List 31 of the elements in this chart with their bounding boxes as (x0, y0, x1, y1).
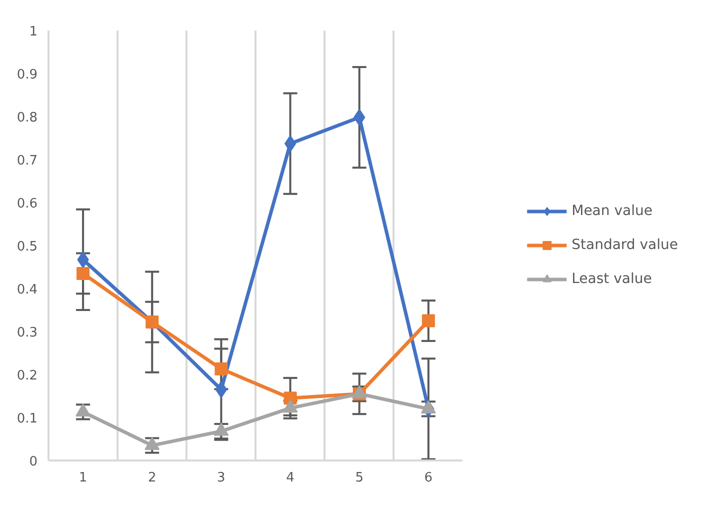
point (420, 400, 436, 414)
y-tick-label: 0.1 (16, 412, 38, 426)
point (144, 436, 160, 450)
point (284, 392, 297, 405)
point (76, 403, 91, 416)
x-tick-label: 6 (424, 470, 433, 486)
point (282, 399, 298, 413)
y-tick-label: 0.3 (16, 326, 38, 340)
y-tick-label: 0.2 (16, 368, 38, 384)
y-tick-label: 0.6 (16, 196, 38, 212)
point (284, 135, 296, 152)
y-tick-label: 0.9 (16, 68, 38, 82)
y-tick-label: 0.4 (16, 282, 38, 298)
point (214, 422, 229, 436)
y-tick-label: 0 (29, 454, 38, 470)
point (422, 314, 435, 328)
point (215, 381, 228, 398)
legend-label: Standard value (572, 237, 678, 253)
y-tick-label: 0.5 (16, 240, 38, 254)
legend-label: Mean value (572, 203, 652, 219)
x-tick-label: 4 (286, 470, 294, 486)
x-tick-label: 2 (148, 470, 156, 486)
y-tick-label: 0.8 (16, 110, 38, 126)
y-tick-label: 0.7 (16, 154, 38, 168)
y-tick-label: 1 (29, 24, 38, 40)
x-tick-label: 5 (355, 470, 364, 486)
x-tick-label: 1 (78, 470, 88, 486)
x-tick-label: 3 (217, 470, 226, 486)
point (214, 362, 228, 376)
point (76, 266, 90, 280)
legend-label: Least value (572, 271, 652, 287)
